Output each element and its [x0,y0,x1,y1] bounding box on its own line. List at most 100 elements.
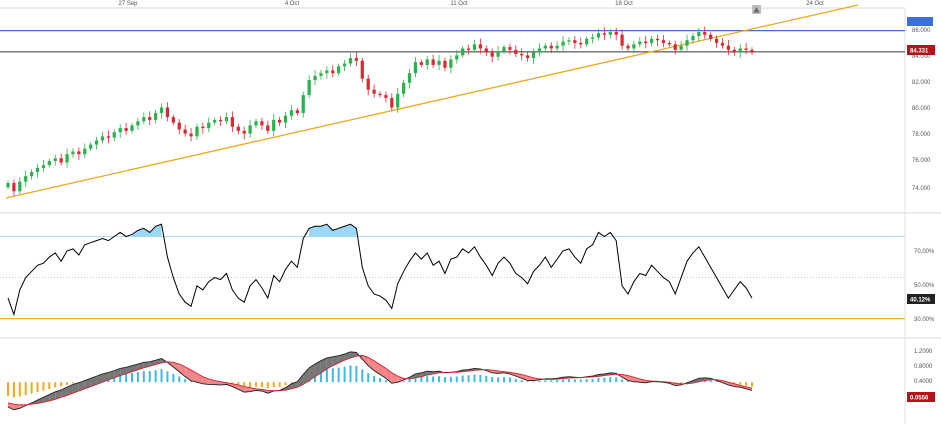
candle-body[interactable] [437,60,441,65]
candle-body[interactable] [649,38,654,43]
candle-body[interactable] [89,144,93,149]
candle-body[interactable] [136,121,140,126]
candle-body[interactable] [213,119,217,123]
candle-body[interactable] [644,41,648,43]
candle-body[interactable] [508,47,512,50]
candle-body[interactable] [401,82,406,94]
candle-body[interactable] [726,45,731,50]
candle-body[interactable] [18,181,22,192]
candle-body[interactable] [537,48,542,53]
candle-body[interactable] [272,119,276,131]
candle-body[interactable] [266,125,270,131]
candle-body[interactable] [337,66,341,74]
candle-body[interactable] [478,44,483,49]
candle-body[interactable] [142,117,146,122]
candle-body[interactable] [407,73,412,83]
candle-body[interactable] [490,52,494,57]
candle-body[interactable] [425,59,429,65]
candle-body[interactable] [65,154,69,163]
candle-body[interactable] [585,38,589,45]
candle-body[interactable] [177,122,181,130]
candle-body[interactable] [153,112,158,120]
candle-body[interactable] [555,45,559,49]
candle-body[interactable] [195,126,199,137]
candle-body[interactable] [661,40,666,43]
candle-body[interactable] [378,93,382,96]
candle-body[interactable] [679,45,683,50]
candle-body[interactable] [159,107,164,113]
candle-body[interactable] [525,55,530,59]
macd-line[interactable] [7,351,753,411]
candle-body[interactable] [738,48,742,53]
candle-body[interactable] [283,115,288,123]
candle-body[interactable] [744,48,748,50]
candle-body[interactable] [620,34,624,46]
candle-body[interactable] [514,49,518,54]
candle-body[interactable] [502,47,506,52]
candle-body[interactable] [319,73,323,76]
candle-body[interactable] [248,125,252,134]
candle-body[interactable] [354,58,359,61]
candle-body[interactable] [384,95,388,98]
candle-body[interactable] [543,45,547,49]
candle-body[interactable] [531,52,536,59]
candle-body[interactable] [750,49,754,53]
candle-body[interactable] [130,125,134,131]
candle-body[interactable] [236,126,240,131]
candle-body[interactable] [720,42,725,46]
candle-body[interactable] [466,48,471,50]
candle-body[interactable] [106,136,111,138]
candle-body[interactable] [254,121,258,126]
candle-body[interactable] [685,40,689,46]
candle-body[interactable] [626,45,630,49]
candle-body[interactable] [709,34,713,39]
candle-body[interactable] [289,110,294,116]
candle-body[interactable] [472,44,477,50]
candle-body[interactable] [77,151,81,155]
candle-body[interactable] [29,172,34,177]
candle-body[interactable] [24,176,28,182]
candle-body[interactable] [218,119,223,122]
candle-body[interactable] [224,117,229,122]
candle-body[interactable] [449,59,453,68]
candle-body[interactable] [313,75,317,81]
candle-body[interactable] [602,33,607,35]
candle-body[interactable] [697,31,701,37]
candle-body[interactable] [6,183,10,188]
candle-body[interactable] [230,117,235,127]
macd-signal-line[interactable] [7,354,753,406]
candle-body[interactable] [59,158,63,163]
candle-body[interactable] [71,151,75,155]
candle-body[interactable] [667,42,671,45]
candle-body[interactable] [561,41,565,46]
candle-body[interactable] [148,117,152,120]
candle-body[interactable] [496,51,500,57]
candle-body[interactable] [360,60,364,79]
candle-body[interactable] [342,63,347,67]
candle-body[interactable] [732,49,736,53]
candle-body[interactable] [413,62,418,74]
candle-body[interactable] [242,130,246,134]
candle-body[interactable] [567,40,571,42]
rsi-line[interactable] [7,223,753,317]
candle-body[interactable] [201,126,205,129]
candle-body[interactable] [124,128,128,131]
candle-body[interactable] [549,45,553,49]
candle-body[interactable] [260,121,264,126]
candle-body[interactable] [325,70,329,74]
triangle-marker-icon[interactable] [752,5,761,14]
candle-body[interactable] [171,117,175,123]
candle-body[interactable] [53,158,57,162]
candle-body[interactable] [484,48,488,53]
candle-body[interactable] [47,161,51,166]
candle-body[interactable] [118,128,122,133]
candle-body[interactable] [83,148,87,155]
candle-body[interactable] [372,89,376,94]
candle-body[interactable] [366,78,370,90]
candle-body[interactable] [596,33,601,38]
candle-body[interactable] [12,183,16,192]
candle-body[interactable] [638,41,642,45]
candle-body[interactable] [655,38,660,41]
candle-body[interactable] [207,122,211,129]
